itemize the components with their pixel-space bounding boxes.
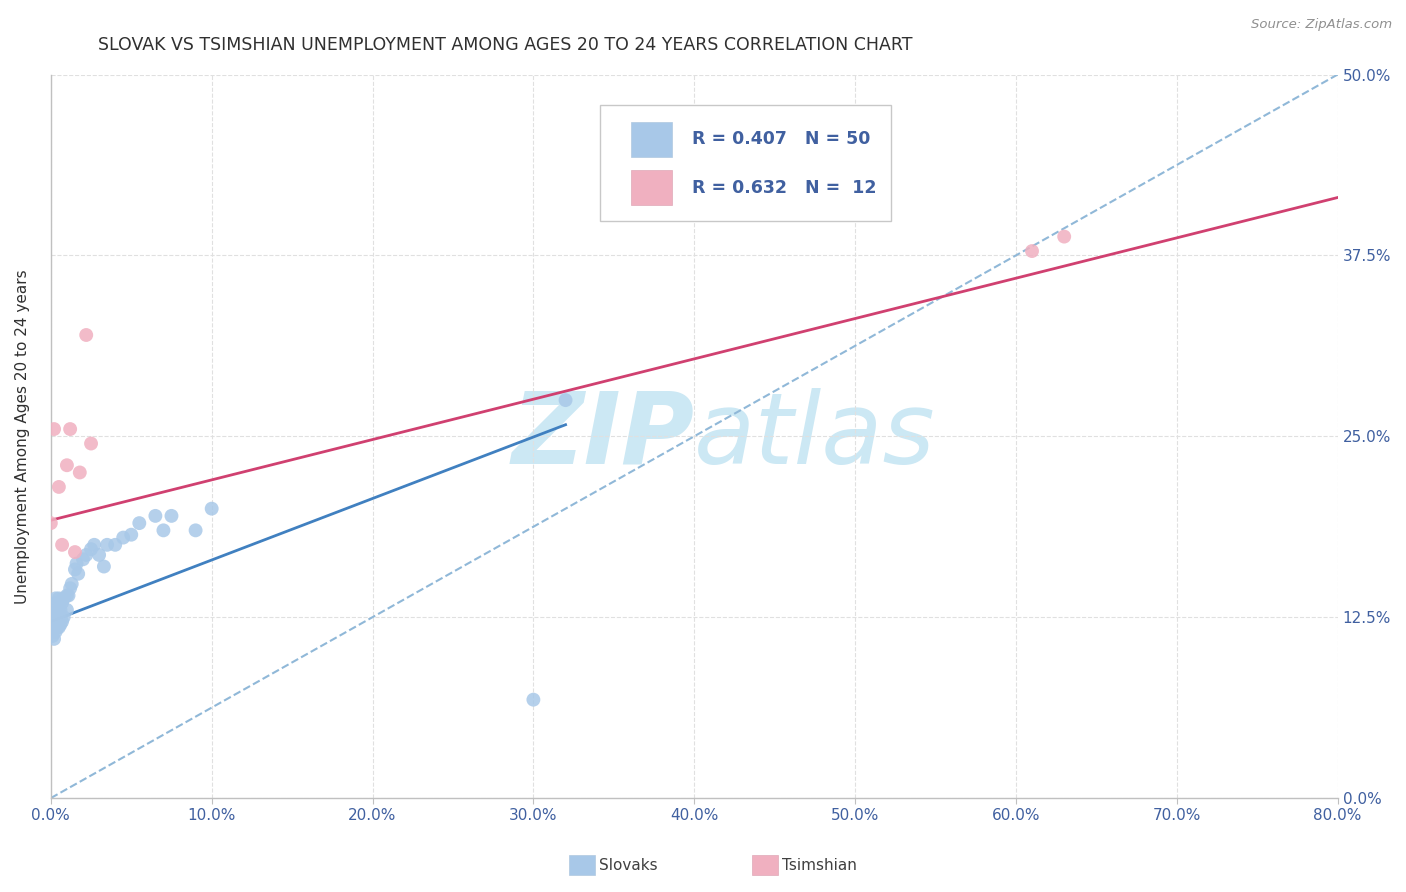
Point bbox=[80, 542, 103, 557]
Point bbox=[96, 538, 118, 552]
Point bbox=[160, 508, 183, 523]
Point bbox=[75, 548, 97, 562]
Point bbox=[112, 531, 135, 545]
Point bbox=[45, 591, 67, 606]
Point bbox=[128, 516, 150, 530]
FancyBboxPatch shape bbox=[600, 105, 891, 221]
Point bbox=[42, 632, 65, 646]
Point bbox=[145, 508, 167, 523]
Y-axis label: Unemployment Among Ages 20 to 24 years: Unemployment Among Ages 20 to 24 years bbox=[15, 269, 30, 604]
Point bbox=[63, 562, 86, 576]
Point bbox=[42, 606, 65, 620]
Point bbox=[152, 524, 174, 538]
Point bbox=[46, 596, 69, 610]
Text: Tsimshian: Tsimshian bbox=[782, 858, 856, 872]
Point bbox=[60, 577, 83, 591]
Point bbox=[41, 620, 63, 634]
Point bbox=[65, 557, 87, 571]
FancyBboxPatch shape bbox=[631, 170, 672, 205]
Point bbox=[51, 538, 73, 552]
Point bbox=[41, 629, 63, 643]
Text: Slovaks: Slovaks bbox=[599, 858, 658, 872]
Point bbox=[52, 591, 75, 606]
Point bbox=[201, 501, 224, 516]
Text: R = 0.632   N =  12: R = 0.632 N = 12 bbox=[692, 178, 876, 197]
Point bbox=[49, 617, 72, 632]
Point bbox=[80, 436, 103, 450]
Point bbox=[75, 328, 97, 343]
Point bbox=[48, 591, 70, 606]
Point bbox=[46, 620, 69, 634]
Point bbox=[69, 466, 91, 480]
Text: Source: ZipAtlas.com: Source: ZipAtlas.com bbox=[1251, 18, 1392, 31]
Point bbox=[48, 480, 70, 494]
Point bbox=[59, 581, 82, 595]
Point bbox=[49, 603, 72, 617]
Point bbox=[67, 566, 90, 581]
Point bbox=[554, 393, 576, 408]
Point bbox=[120, 527, 142, 541]
Text: SLOVAK VS TSIMSHIAN UNEMPLOYMENT AMONG AGES 20 TO 24 YEARS CORRELATION CHART: SLOVAK VS TSIMSHIAN UNEMPLOYMENT AMONG A… bbox=[98, 36, 912, 54]
Point bbox=[87, 548, 110, 562]
Point bbox=[72, 552, 94, 566]
Point bbox=[48, 620, 70, 634]
Point bbox=[45, 624, 67, 639]
Text: atlas: atlas bbox=[695, 388, 936, 484]
Point bbox=[184, 524, 207, 538]
Point bbox=[1021, 244, 1043, 258]
Point bbox=[39, 516, 62, 530]
Point bbox=[56, 589, 79, 603]
Text: ZIP: ZIP bbox=[512, 388, 695, 484]
Point bbox=[83, 538, 105, 552]
Point bbox=[522, 692, 544, 706]
Point bbox=[46, 610, 69, 624]
Point bbox=[52, 610, 75, 624]
Point bbox=[58, 589, 80, 603]
Point bbox=[51, 596, 73, 610]
Text: R = 0.407   N = 50: R = 0.407 N = 50 bbox=[692, 130, 870, 148]
Point bbox=[42, 422, 65, 436]
Point bbox=[48, 606, 70, 620]
Point bbox=[39, 617, 62, 632]
Point bbox=[51, 615, 73, 629]
Point bbox=[56, 458, 79, 473]
Point bbox=[39, 624, 62, 639]
Point bbox=[1053, 229, 1076, 244]
Point bbox=[56, 603, 79, 617]
Point bbox=[45, 615, 67, 629]
FancyBboxPatch shape bbox=[631, 122, 672, 157]
Point bbox=[45, 603, 67, 617]
Point bbox=[93, 559, 115, 574]
Point bbox=[42, 617, 65, 632]
Point bbox=[59, 422, 82, 436]
Point bbox=[63, 545, 86, 559]
Point bbox=[41, 610, 63, 624]
Point bbox=[104, 538, 127, 552]
